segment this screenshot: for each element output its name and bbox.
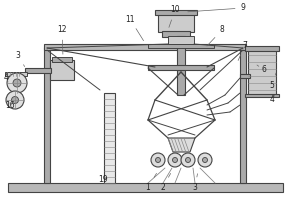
Bar	[240, 74, 250, 78]
Bar	[25, 68, 51, 73]
Text: 7: 7	[238, 40, 248, 60]
Circle shape	[168, 153, 182, 167]
Bar	[104, 93, 115, 183]
Text: 8: 8	[207, 25, 224, 46]
Bar	[248, 47, 276, 95]
Bar	[158, 12, 194, 32]
Circle shape	[11, 97, 19, 104]
Text: 19: 19	[98, 176, 108, 184]
Text: 3: 3	[193, 174, 197, 192]
Circle shape	[198, 153, 212, 167]
Circle shape	[181, 153, 195, 167]
Text: 4: 4	[270, 95, 274, 104]
Bar	[177, 36, 185, 95]
Text: 10: 10	[169, 5, 180, 27]
Bar	[44, 47, 50, 183]
Bar	[245, 46, 279, 51]
Polygon shape	[168, 138, 195, 152]
Bar	[148, 44, 214, 48]
Text: 16: 16	[5, 102, 15, 110]
Bar	[240, 47, 246, 183]
Bar	[155, 10, 197, 15]
Circle shape	[185, 158, 190, 162]
Bar	[52, 57, 72, 62]
Circle shape	[6, 91, 24, 109]
Text: 4: 4	[4, 73, 8, 82]
Circle shape	[172, 158, 178, 162]
Circle shape	[202, 158, 208, 162]
Bar	[162, 31, 190, 37]
Text: 1: 1	[146, 173, 157, 192]
Bar	[148, 65, 214, 70]
Text: 6: 6	[257, 65, 266, 74]
Text: 11: 11	[125, 15, 143, 41]
Bar	[5, 72, 27, 76]
Circle shape	[155, 158, 160, 162]
Circle shape	[13, 79, 21, 87]
Bar	[8, 183, 283, 192]
Bar	[50, 60, 74, 80]
Bar	[168, 36, 194, 44]
Text: 5: 5	[270, 73, 276, 90]
Bar	[44, 44, 246, 50]
Circle shape	[151, 153, 165, 167]
Text: 2: 2	[160, 173, 171, 192]
Bar	[245, 94, 279, 97]
Text: 12: 12	[57, 25, 67, 54]
Text: 3: 3	[16, 50, 25, 67]
Circle shape	[7, 73, 27, 93]
Text: 9: 9	[188, 3, 245, 12]
